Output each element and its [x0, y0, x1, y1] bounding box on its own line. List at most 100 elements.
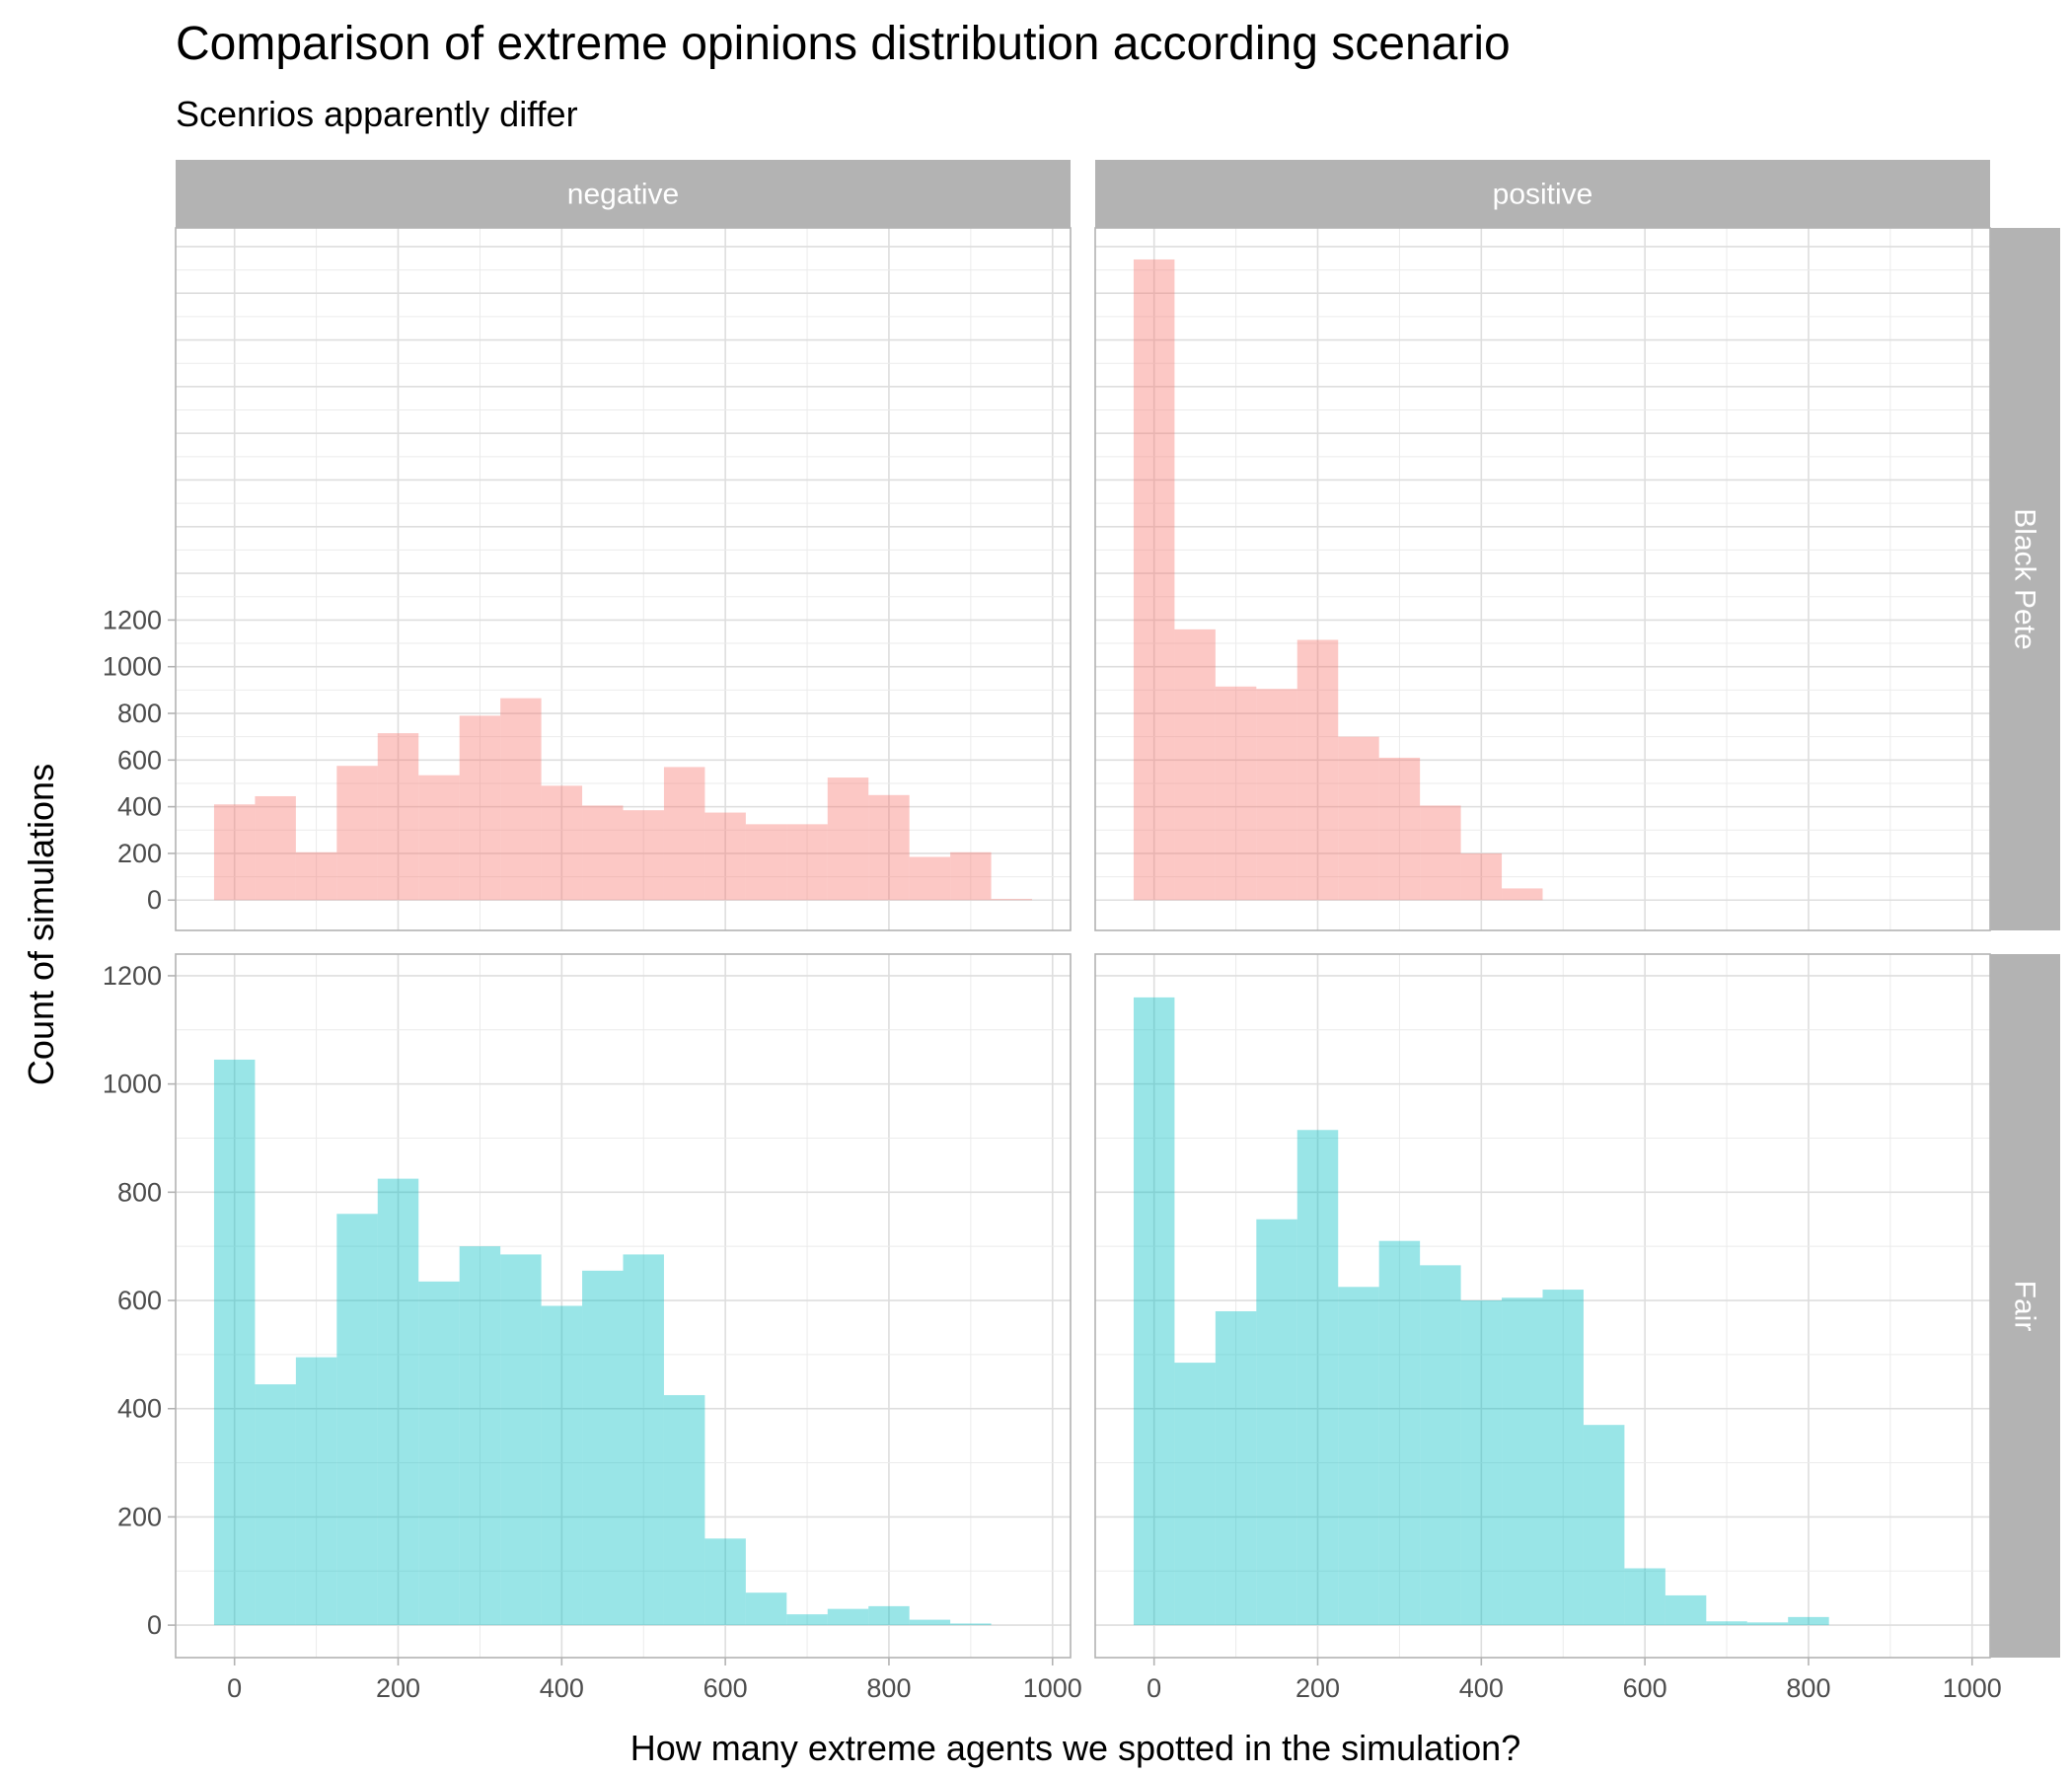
- y-tick-label: 1200: [103, 961, 162, 991]
- histogram-bar: [1502, 888, 1543, 901]
- histogram-bar: [1133, 997, 1175, 1626]
- panel-border: [1094, 227, 1991, 931]
- x-tick-label: 200: [1295, 1673, 1340, 1703]
- histogram-bar: [623, 1254, 664, 1626]
- strip-label-black-pete: Black Pete: [2009, 508, 2041, 649]
- x-tick-label: 0: [1147, 1673, 1161, 1703]
- histogram-bar: [213, 1059, 256, 1626]
- histogram-bar: [950, 851, 992, 901]
- panel-background: [1095, 954, 1990, 1658]
- histogram-bar: [1174, 629, 1216, 901]
- histogram-bar: [418, 1281, 460, 1626]
- histogram-bar: [827, 1608, 869, 1626]
- histogram-bar: [1665, 1594, 1707, 1626]
- histogram-bar: [1215, 1310, 1257, 1626]
- panel-border: [175, 227, 1072, 931]
- chart-subtitle: Scenrios apparently differ: [176, 94, 578, 134]
- panel-positive-black-pete: [1094, 227, 1991, 931]
- histogram-bar: [1788, 1616, 1829, 1626]
- x-tick-label: 200: [376, 1673, 420, 1703]
- histogram-bar: [1174, 1363, 1216, 1626]
- y-tick-label: 1000: [103, 1070, 162, 1099]
- panel-border: [175, 953, 1072, 1659]
- panel-background: [176, 228, 1071, 930]
- x-tick-label: 400: [540, 1673, 584, 1703]
- histogram-bar: [541, 1305, 583, 1626]
- histogram-bar: [909, 1619, 951, 1626]
- y-tick-label: 0: [147, 1610, 162, 1640]
- panel-negative-black-pete: [175, 227, 1072, 931]
- y-tick-label: 200: [117, 1502, 162, 1531]
- histogram-bar: [459, 715, 501, 901]
- histogram-bar: [868, 794, 910, 901]
- histogram-bar: [213, 804, 256, 901]
- histogram-bar: [255, 795, 296, 901]
- histogram-bar: [295, 851, 337, 901]
- histogram-bar: [1296, 1130, 1339, 1626]
- histogram-bar: [1746, 1622, 1789, 1626]
- y-tick-label: 400: [117, 792, 162, 822]
- histogram-bar: [377, 733, 419, 901]
- histogram-bar: [336, 1214, 378, 1626]
- histogram-bar: [704, 812, 746, 901]
- panel-border: [1094, 953, 1991, 1659]
- histogram-bar: [377, 1178, 419, 1626]
- histogram-bar: [1624, 1568, 1665, 1626]
- histogram-bar: [1133, 259, 1175, 901]
- histogram-bar: [1296, 639, 1339, 901]
- histogram-bar: [663, 1394, 705, 1626]
- panel-background: [176, 954, 1071, 1658]
- y-tick-label: 0: [147, 885, 162, 915]
- histogram-bar: [1215, 686, 1257, 901]
- histogram-bar: [1420, 1265, 1461, 1626]
- histogram-bar: [255, 1384, 296, 1626]
- panel-background: [1095, 228, 1990, 930]
- histogram-bar: [1378, 757, 1421, 901]
- histogram-bar: [704, 1538, 746, 1626]
- histogram-bar: [336, 766, 378, 901]
- histogram-bar: [1460, 852, 1503, 901]
- histogram-bar: [623, 810, 664, 901]
- histogram-bar: [582, 805, 624, 901]
- histogram-bar: [500, 1254, 542, 1626]
- histogram-bar: [1378, 1240, 1421, 1626]
- strip-label-negative: negative: [567, 179, 679, 211]
- histogram-bar: [500, 698, 542, 901]
- histogram-bar: [950, 1623, 992, 1626]
- histogram-bar: [991, 899, 1033, 901]
- y-tick-label: 600: [117, 1286, 162, 1315]
- x-tick-label: 400: [1459, 1673, 1504, 1703]
- y-axis-title: Count of simulations: [21, 764, 61, 1085]
- strip-black-pete: [1990, 228, 2060, 930]
- histogram-bar: [786, 824, 828, 901]
- histogram-bar: [1338, 736, 1379, 901]
- strip-label-positive: positive: [1493, 179, 1593, 211]
- x-tick-label: 0: [227, 1673, 242, 1703]
- y-tick-label: 1200: [103, 605, 162, 634]
- x-tick-label: 1000: [1023, 1673, 1082, 1703]
- x-tick-label: 600: [1623, 1673, 1667, 1703]
- histogram-bar: [1583, 1425, 1625, 1626]
- histogram-bar: [745, 1592, 787, 1626]
- histogram-bar: [786, 1614, 828, 1626]
- x-tick-label: 800: [1786, 1673, 1830, 1703]
- histogram-bar: [868, 1605, 910, 1626]
- histogram-bar: [541, 785, 583, 901]
- chart-title: Comparison of extreme opinions distribut…: [176, 18, 1511, 70]
- histogram-bar: [459, 1246, 501, 1626]
- y-tick-label: 200: [117, 839, 162, 868]
- strip-negative: [176, 160, 1071, 228]
- y-tick-label: 800: [117, 699, 162, 728]
- histogram-bar: [827, 777, 869, 901]
- histogram-bar: [1542, 1290, 1584, 1626]
- histogram-bar: [1420, 805, 1461, 901]
- x-tick-label: 1000: [1943, 1673, 2002, 1703]
- y-tick-label: 800: [117, 1177, 162, 1207]
- histogram-bar: [1256, 1219, 1297, 1626]
- strip-label-fair: Fair: [2009, 1281, 2041, 1332]
- histogram-bar: [745, 824, 787, 901]
- histogram-bar: [1460, 1300, 1503, 1626]
- x-tick-label: 800: [866, 1673, 911, 1703]
- histogram-bar: [909, 856, 951, 901]
